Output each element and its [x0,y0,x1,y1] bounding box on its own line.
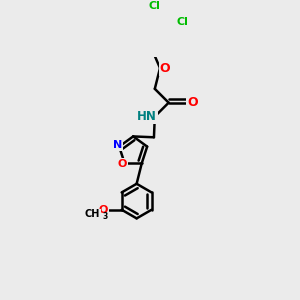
Text: 3: 3 [102,212,107,221]
Text: Cl: Cl [177,17,189,27]
Text: N: N [113,140,122,150]
Text: O: O [160,61,170,75]
Text: Cl: Cl [149,1,161,11]
Text: O: O [188,96,198,109]
Text: CH: CH [85,209,100,219]
Text: O: O [99,205,108,215]
Text: O: O [117,159,127,169]
Text: HN: HN [137,110,157,123]
